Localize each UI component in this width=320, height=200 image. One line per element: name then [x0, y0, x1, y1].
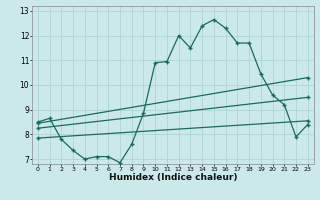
X-axis label: Humidex (Indice chaleur): Humidex (Indice chaleur): [108, 173, 237, 182]
